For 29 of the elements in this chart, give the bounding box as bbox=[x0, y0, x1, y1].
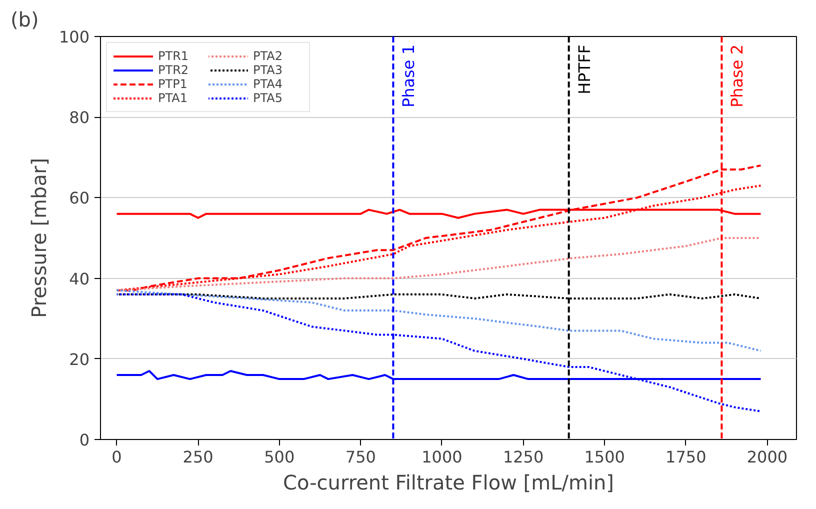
y-tick-label: 100 bbox=[58, 28, 90, 46]
y-tick-label: 40 bbox=[69, 269, 90, 288]
x-tick-label: 250 bbox=[182, 448, 214, 466]
ref-line-label: Phase 2 bbox=[728, 44, 747, 108]
legend-label: PTR1 bbox=[158, 49, 190, 63]
legend-label: PTA1 bbox=[158, 91, 188, 105]
x-tick-label: 0 bbox=[112, 448, 122, 466]
x-tick-label: 1000 bbox=[422, 448, 462, 466]
legend-label: PTA4 bbox=[253, 77, 284, 91]
legend-label: PTA5 bbox=[253, 91, 284, 105]
x-tick-label: 1750 bbox=[666, 448, 706, 466]
x-tick-label: 1500 bbox=[584, 448, 625, 466]
y-tick-label: 80 bbox=[69, 108, 90, 128]
ref-line-label: HPTFF bbox=[574, 44, 594, 94]
x-tick-label: 750 bbox=[345, 448, 376, 466]
x-tick-label: 500 bbox=[264, 448, 295, 466]
x-axis-title: Co-current Filtrate Flow [mL/min] bbox=[283, 470, 614, 494]
legend-label: PTA3 bbox=[253, 63, 284, 77]
y-tick-label: 20 bbox=[69, 350, 90, 369]
x-tick-label: 2000 bbox=[746, 448, 788, 466]
y-tick-label: 60 bbox=[69, 188, 90, 208]
legend-label: PTP1 bbox=[158, 77, 188, 91]
ref-line-label: Phase 1 bbox=[399, 44, 418, 108]
y-tick-label: 0 bbox=[79, 430, 90, 450]
legend-label: PTA2 bbox=[253, 49, 284, 63]
y-axis-title: Pressure [mbar] bbox=[26, 158, 51, 318]
legend-label: PTR2 bbox=[158, 63, 190, 77]
text: (b) bbox=[10, 8, 39, 32]
x-tick-label: 1250 bbox=[502, 448, 544, 466]
